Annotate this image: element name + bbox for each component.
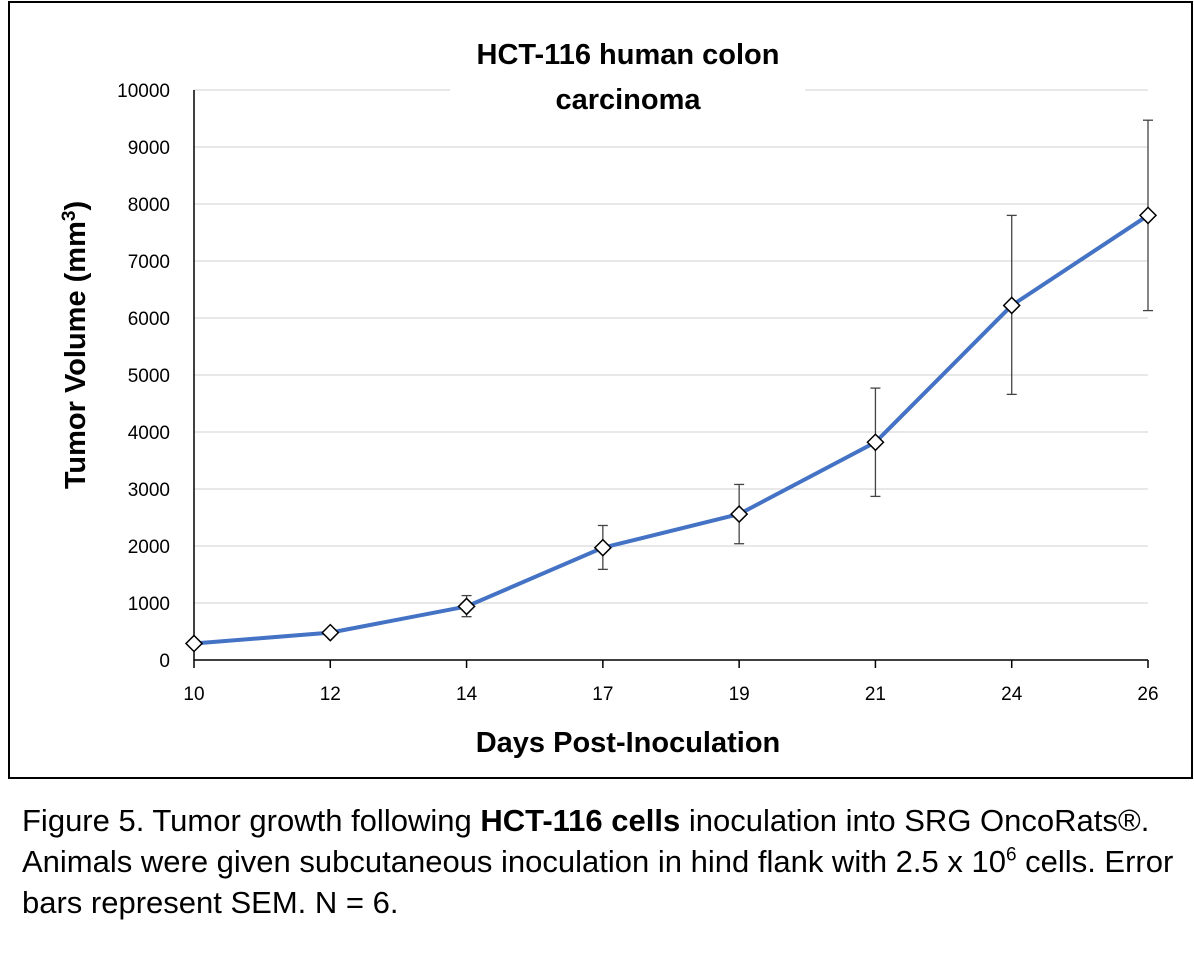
caption-text-2: inoculation into SRG OncoRats®. Animals …: [22, 803, 1150, 879]
y-tick-label: 8000: [128, 195, 170, 216]
x-tick-label: 10: [183, 684, 204, 705]
x-tick-labels: 10 12 14 17 19 21 24 26: [183, 684, 1158, 705]
data-markers: [184, 206, 1158, 653]
caption-text-1: Figure 5. Tumor growth following: [22, 803, 481, 838]
tumor-volume-chart: 0 1000 2000 3000 4000 5000 6000 7000 8000 9000 100…: [59, 35, 1159, 759]
gridlines: [194, 89, 1148, 604]
chart-title-line-2: carcinoma: [555, 84, 701, 116]
x-tick-label: 24: [1001, 684, 1023, 705]
y-axis-label-sup: 3: [59, 211, 80, 222]
x-tick-label: 17: [592, 684, 613, 705]
y-tick-label: 3000: [128, 480, 170, 501]
y-tick-label: 10000: [117, 81, 170, 102]
x-tick-label: 26: [1137, 684, 1158, 705]
y-tick-labels: 0 1000 2000 3000 4000 5000 6000 7000 8000 9000 100…: [117, 81, 170, 672]
data-point-marker: [593, 538, 612, 557]
y-axis-label-text: Tumor Volume (mm: [60, 221, 92, 489]
y-tick-label: 9000: [128, 138, 170, 159]
data-point-marker: [866, 433, 885, 452]
data-point-marker: [321, 623, 340, 642]
caption-bold-cells: HCT-116 cells: [480, 803, 681, 838]
y-tick-label: 2000: [128, 537, 170, 558]
data-point-marker: [1002, 296, 1021, 315]
axes: [193, 90, 1149, 668]
x-tick-label: 19: [729, 684, 750, 705]
data-point-marker: [457, 597, 476, 616]
chart-title-line-1: HCT-116 human colon: [477, 39, 780, 71]
y-tick-label: 7000: [128, 252, 170, 273]
figure-caption: Figure 5. Tumor growth following HCT-116…: [22, 800, 1182, 923]
x-tick-label: 14: [456, 684, 478, 705]
y-tick-label: 5000: [128, 366, 170, 387]
caption-superscript: 6: [1005, 844, 1017, 866]
data-point-marker: [1138, 206, 1158, 225]
chart-frame: [8, 1, 1193, 779]
data-point-marker: [730, 505, 749, 524]
title-background: [450, 35, 805, 120]
x-axis-label: Days Post-Inoculation: [476, 727, 781, 759]
y-tick-label: 0: [159, 651, 170, 672]
y-axis-label: Tumor Volume (mm3): [59, 201, 92, 489]
y-axis-label-close: ): [60, 201, 92, 211]
data-point-marker: [184, 634, 204, 653]
caption-text-3: cells. Error bars represent SEM. N = 6.: [22, 844, 1174, 920]
series-line: [193, 213, 1150, 646]
x-tick-label: 12: [320, 684, 341, 705]
series-lines: [193, 213, 1150, 646]
y-tick-label: 4000: [128, 423, 170, 444]
y-tick-label: 6000: [128, 309, 170, 330]
error-bars: [461, 119, 1153, 618]
y-tick-label: 1000: [128, 594, 170, 615]
x-tick-label: 21: [865, 684, 886, 705]
